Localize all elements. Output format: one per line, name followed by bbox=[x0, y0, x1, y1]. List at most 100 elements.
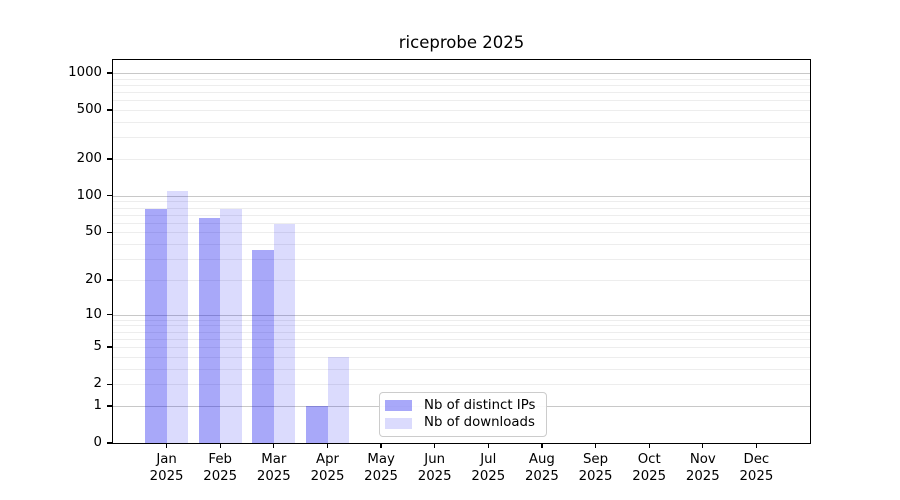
x-tick-label-line: Jan bbox=[156, 452, 177, 467]
gridline-minor bbox=[113, 110, 810, 112]
gridline-minor bbox=[113, 201, 810, 203]
bar-nb-of-distinct-ips-feb-2025 bbox=[198, 217, 221, 443]
y-tick-label: 100 bbox=[76, 187, 102, 203]
x-tick-label-line: May bbox=[367, 452, 395, 467]
x-tick-label: Jan 2025 bbox=[132, 452, 202, 485]
legend-item-nb-of-downloads: Nb of downloads bbox=[385, 415, 538, 432]
y-tick-label: 1 bbox=[93, 397, 102, 413]
y-tick-mark bbox=[106, 279, 113, 281]
legend-item-nb-of-distinct-ips: Nb of distinct IPs bbox=[385, 397, 538, 414]
x-tick-label: Sep 2025 bbox=[561, 452, 631, 485]
chart-title: riceprobe 2025 bbox=[398, 33, 525, 52]
x-tick-label-line: 2025 bbox=[524, 468, 559, 484]
x-tick-label: Aug 2025 bbox=[507, 452, 577, 485]
gridline-minor bbox=[113, 122, 810, 123]
x-tick-label-line: 2025 bbox=[685, 468, 720, 484]
y-tick-label: 500 bbox=[76, 102, 102, 118]
y-tick-label: 5 bbox=[93, 339, 102, 354]
x-tick-label: Jun 2025 bbox=[400, 452, 470, 485]
gridline-minor bbox=[113, 84, 810, 86]
x-tick-label-line: 2025 bbox=[310, 468, 345, 484]
gridline-minor bbox=[113, 78, 810, 80]
y-tick-label: 50 bbox=[85, 224, 102, 240]
gridline-minor bbox=[113, 214, 810, 216]
y-tick-label: 200 bbox=[76, 151, 102, 166]
gridline-minor bbox=[113, 100, 810, 102]
x-tick-label-line: Sep bbox=[582, 452, 609, 467]
x-tick-label-line: 2025 bbox=[632, 468, 667, 484]
x-tick-label-line: Oct bbox=[637, 452, 661, 467]
x-tick-mark bbox=[273, 443, 275, 448]
x-tick-label-line: Nov bbox=[689, 452, 716, 467]
x-tick-mark bbox=[755, 443, 758, 448]
gridline-major bbox=[113, 314, 810, 316]
gridline-minor bbox=[113, 232, 810, 234]
legend: Nb of distinct IPs Nb of downloads bbox=[379, 392, 547, 437]
x-tick-mark bbox=[219, 443, 221, 448]
gridline-minor bbox=[113, 92, 810, 94]
gridline-minor bbox=[113, 222, 810, 224]
y-tick-label: 0 bbox=[93, 435, 102, 450]
gridline-minor bbox=[113, 319, 810, 321]
gridline-minor bbox=[113, 368, 810, 370]
x-tick-label: Oct 2025 bbox=[614, 452, 684, 485]
bar-nb-of-downloads-mar-2025 bbox=[273, 223, 296, 443]
x-tick-label-line: 2025 bbox=[256, 468, 291, 484]
x-tick-label-line: Jun bbox=[424, 452, 446, 467]
x-tick-label-line: Aug bbox=[528, 452, 555, 467]
y-tick-mark bbox=[106, 442, 113, 444]
bar-nb-of-distinct-ips-apr-2025 bbox=[306, 405, 328, 443]
x-tick-label-line: Mar bbox=[261, 452, 287, 467]
x-tick-mark bbox=[648, 443, 650, 448]
gridline-minor bbox=[113, 137, 810, 139]
y-tick-mark bbox=[106, 383, 113, 385]
x-tick-label: Mar 2025 bbox=[239, 452, 309, 485]
y-tick-mark bbox=[106, 195, 113, 197]
bar-nb-of-downloads-apr-2025 bbox=[327, 356, 349, 443]
gridline-minor bbox=[113, 325, 810, 327]
x-tick-label-line: 2025 bbox=[364, 468, 399, 484]
bar-nb-of-distinct-ips-jan-2025 bbox=[145, 209, 167, 443]
gridline-minor bbox=[113, 159, 810, 160]
gridline-minor bbox=[113, 207, 810, 209]
x-tick-label: Apr 2025 bbox=[293, 452, 363, 485]
x-tick-label-line: 2025 bbox=[417, 468, 452, 484]
gridline-minor bbox=[113, 244, 810, 246]
x-tick-label-line: 2025 bbox=[471, 468, 506, 484]
legend-label: Nb of downloads bbox=[424, 415, 535, 431]
x-tick-label-line: Feb bbox=[208, 452, 232, 467]
y-tick-mark bbox=[106, 158, 113, 160]
x-tick-label: Feb 2025 bbox=[185, 452, 255, 485]
x-tick-label-line: 2025 bbox=[578, 468, 613, 484]
plot-area bbox=[113, 60, 810, 443]
x-tick-mark bbox=[434, 443, 436, 448]
x-tick-mark bbox=[165, 443, 168, 448]
y-tick-label: 20 bbox=[85, 271, 102, 287]
y-tick-label: 2 bbox=[93, 376, 102, 392]
gridline-major bbox=[113, 195, 810, 197]
y-tick-mark bbox=[106, 231, 113, 234]
bar-nb-of-distinct-ips-mar-2025 bbox=[252, 249, 274, 443]
x-tick-mark bbox=[541, 443, 543, 448]
gridline-minor bbox=[113, 384, 810, 386]
legend-swatch-nb-of-downloads bbox=[385, 417, 412, 429]
y-tick-mark bbox=[106, 72, 113, 74]
gridline-minor bbox=[113, 338, 810, 340]
x-tick-label: Jul 2025 bbox=[453, 452, 523, 485]
x-tick-label-line: 2025 bbox=[149, 468, 184, 484]
x-tick-label: Dec 2025 bbox=[721, 452, 791, 485]
x-tick-label: Nov 2025 bbox=[668, 452, 738, 485]
x-tick-mark bbox=[380, 443, 382, 448]
bar-nb-of-downloads-feb-2025 bbox=[220, 209, 242, 443]
gridline-minor bbox=[113, 347, 810, 348]
x-tick-label: May 2025 bbox=[346, 452, 416, 485]
gridline-minor bbox=[113, 279, 810, 281]
y-tick-label: 1000 bbox=[68, 65, 102, 80]
x-tick-label-line: Apr bbox=[315, 452, 339, 467]
y-tick-mark bbox=[106, 346, 113, 348]
legend-label: Nb of distinct IPs bbox=[424, 397, 536, 413]
gridline-minor bbox=[113, 356, 810, 358]
x-tick-label-line: 2025 bbox=[739, 468, 774, 484]
x-tick-label-line: Jul bbox=[480, 452, 497, 467]
